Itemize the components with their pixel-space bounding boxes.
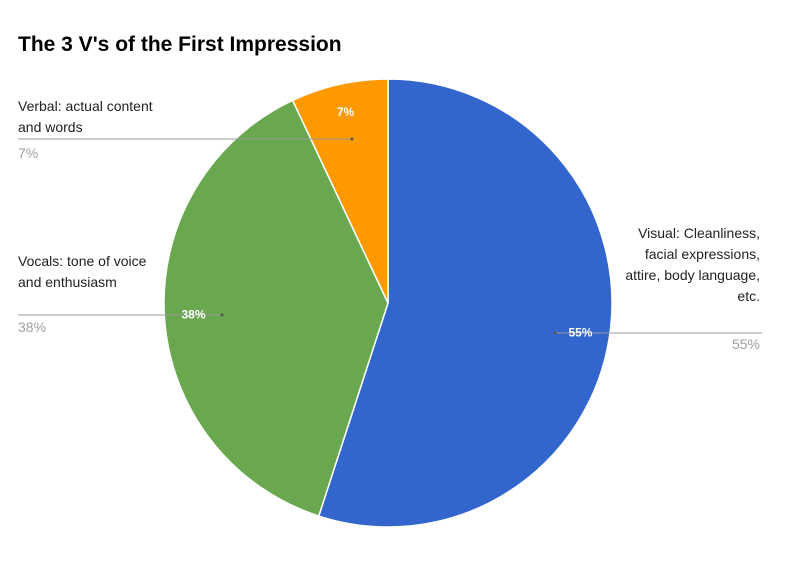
pie-slice xyxy=(291,78,389,304)
slice-percent: 55% xyxy=(731,336,760,352)
data-label: 55% xyxy=(568,326,592,340)
leader-dot xyxy=(350,137,354,141)
slice-label: Vocals: tone of voice and enthusiasm xyxy=(18,253,147,290)
slice-label: Verbal: actual content and words xyxy=(18,98,153,135)
slice-label: Visual: Cleanliness, facial expressions,… xyxy=(625,225,760,304)
chart-title: The 3 V's of the First Impression xyxy=(18,33,342,56)
leader-dot xyxy=(553,331,557,335)
leader-dot xyxy=(220,313,224,317)
slice-percent: 38% xyxy=(18,319,47,335)
pie-slice xyxy=(317,78,613,528)
data-label: 7% xyxy=(337,105,355,119)
data-label: 38% xyxy=(181,307,205,321)
pie-slice xyxy=(163,99,389,517)
slice-percent: 7% xyxy=(18,145,39,161)
